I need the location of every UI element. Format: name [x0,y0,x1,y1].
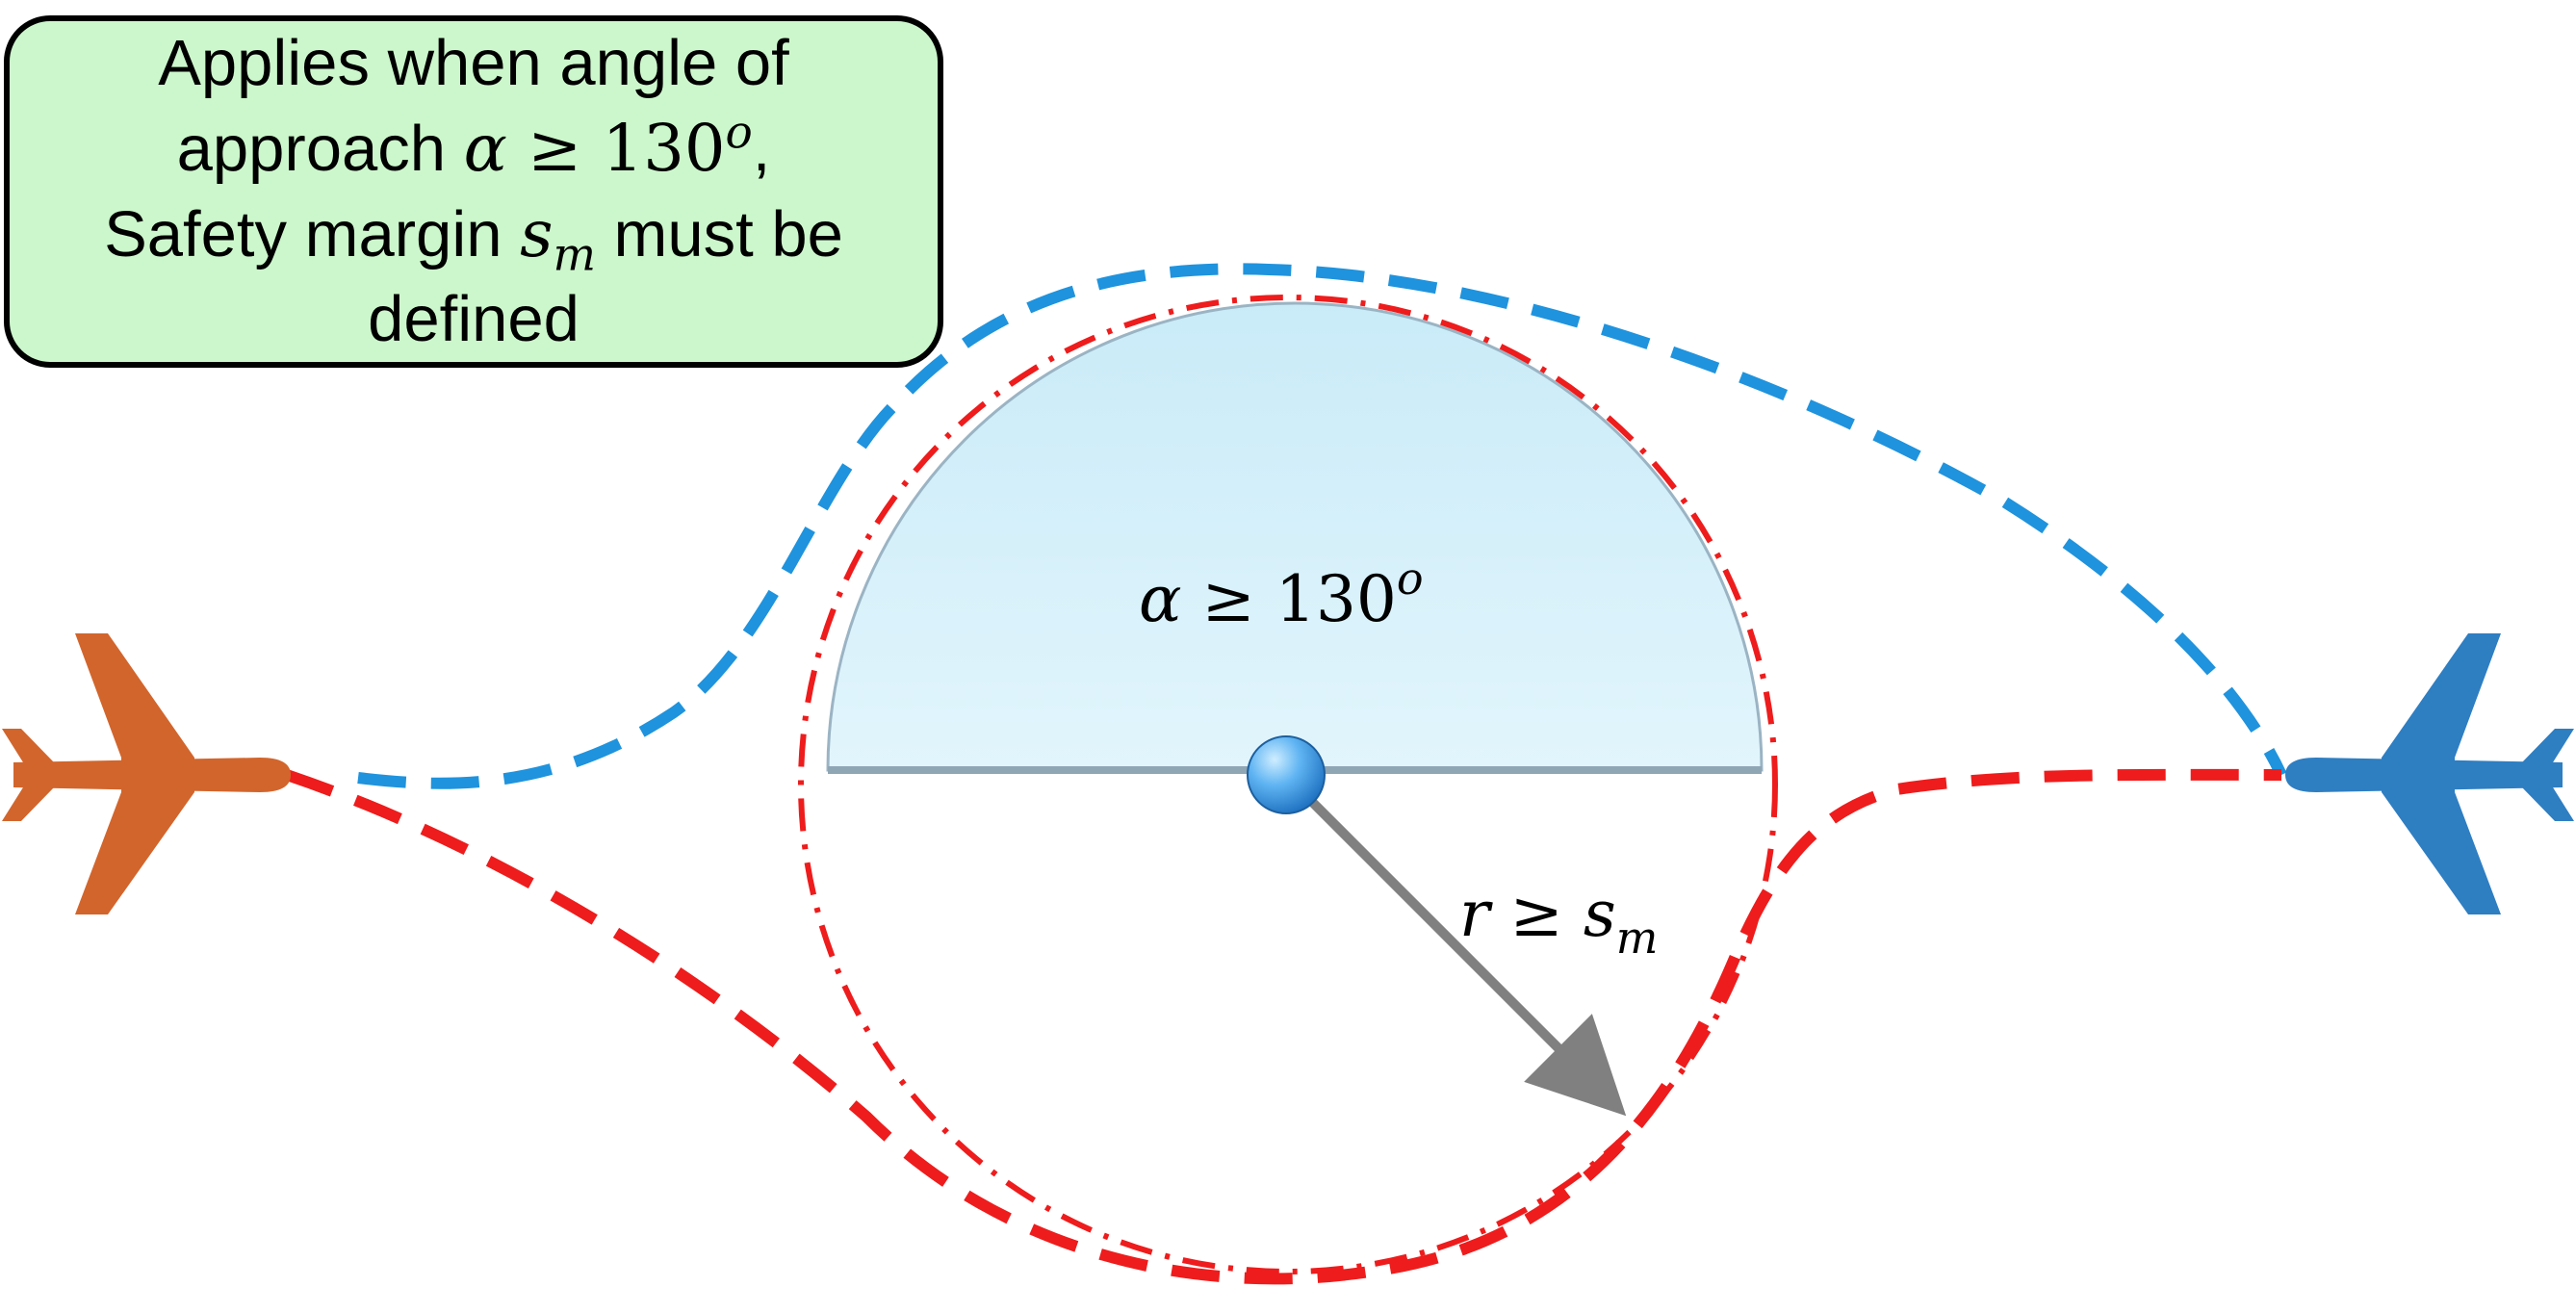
airplane-icon [2285,633,2574,914]
note-line-3: Safety margin sm must be [104,192,843,277]
note-margin-subscript: m [553,228,596,282]
sector-angle-superscript: o [1397,553,1424,605]
blue-avoidance-path [357,263,2287,789]
radius-var: r [1459,877,1493,951]
radius-label: r ≥ sm [1459,877,1658,964]
note-angle-relation: ≥ 130 [506,111,726,186]
note-line-1: Applies when angle of [158,27,789,99]
sector-angle-label: α ≥ 130o [1139,553,1424,636]
radius-relation: ≥ [1490,877,1584,951]
red-avoidance-path [285,768,2282,1285]
safety-margin-circle [798,295,1778,1274]
condition-note-box: Applies when angle of approach α ≥ 130o,… [4,15,943,368]
sector-angle-var: α [1139,562,1182,636]
sector-angle-relation: ≥ 130 [1182,562,1397,636]
note-margin-symbol: s [520,196,554,271]
note-line-2-text: approach [176,113,464,185]
note-line-3-tail: must be [595,198,843,270]
note-alpha-symbol: α [463,111,507,186]
angle-sector [826,301,1764,772]
note-line-4: defined [368,283,580,355]
radius-margin-var: s [1584,877,1616,951]
radius-arrow [1286,776,1627,1117]
airplane-icon [2,633,291,914]
note-angle-superscript: o [725,106,753,160]
note-line-2-tail: , [752,113,771,185]
note-line-2: approach α ≥ 130o, [177,106,771,192]
sphere-icon [1247,735,1326,814]
radius-margin-subscript: m [1616,912,1659,964]
note-line-3-text: Safety margin [104,198,521,270]
